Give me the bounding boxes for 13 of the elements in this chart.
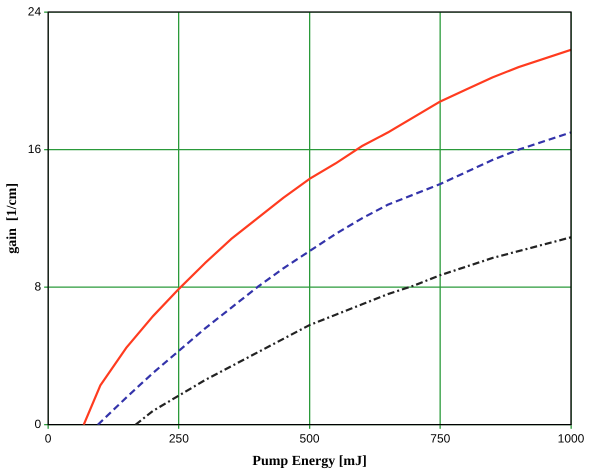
line-series: [134, 236, 571, 425]
x-tick-label: 500: [300, 431, 320, 446]
y-tick-label: 16: [28, 142, 42, 156]
x-tick-label: 750: [430, 431, 451, 446]
line-series: [96, 131, 571, 425]
x-tick-label: 1000: [558, 431, 585, 446]
y-axis-title: gain [1/cm]: [5, 183, 20, 254]
x-tick-label: 0: [44, 431, 52, 446]
x-tick-label: 250: [168, 431, 190, 446]
y-tick-label: 0: [34, 417, 42, 432]
y-tick-label: 24: [28, 4, 42, 18]
y-tick-label: 8: [34, 280, 42, 294]
x-axis-title: Pump Energy [mJ]: [252, 454, 367, 470]
